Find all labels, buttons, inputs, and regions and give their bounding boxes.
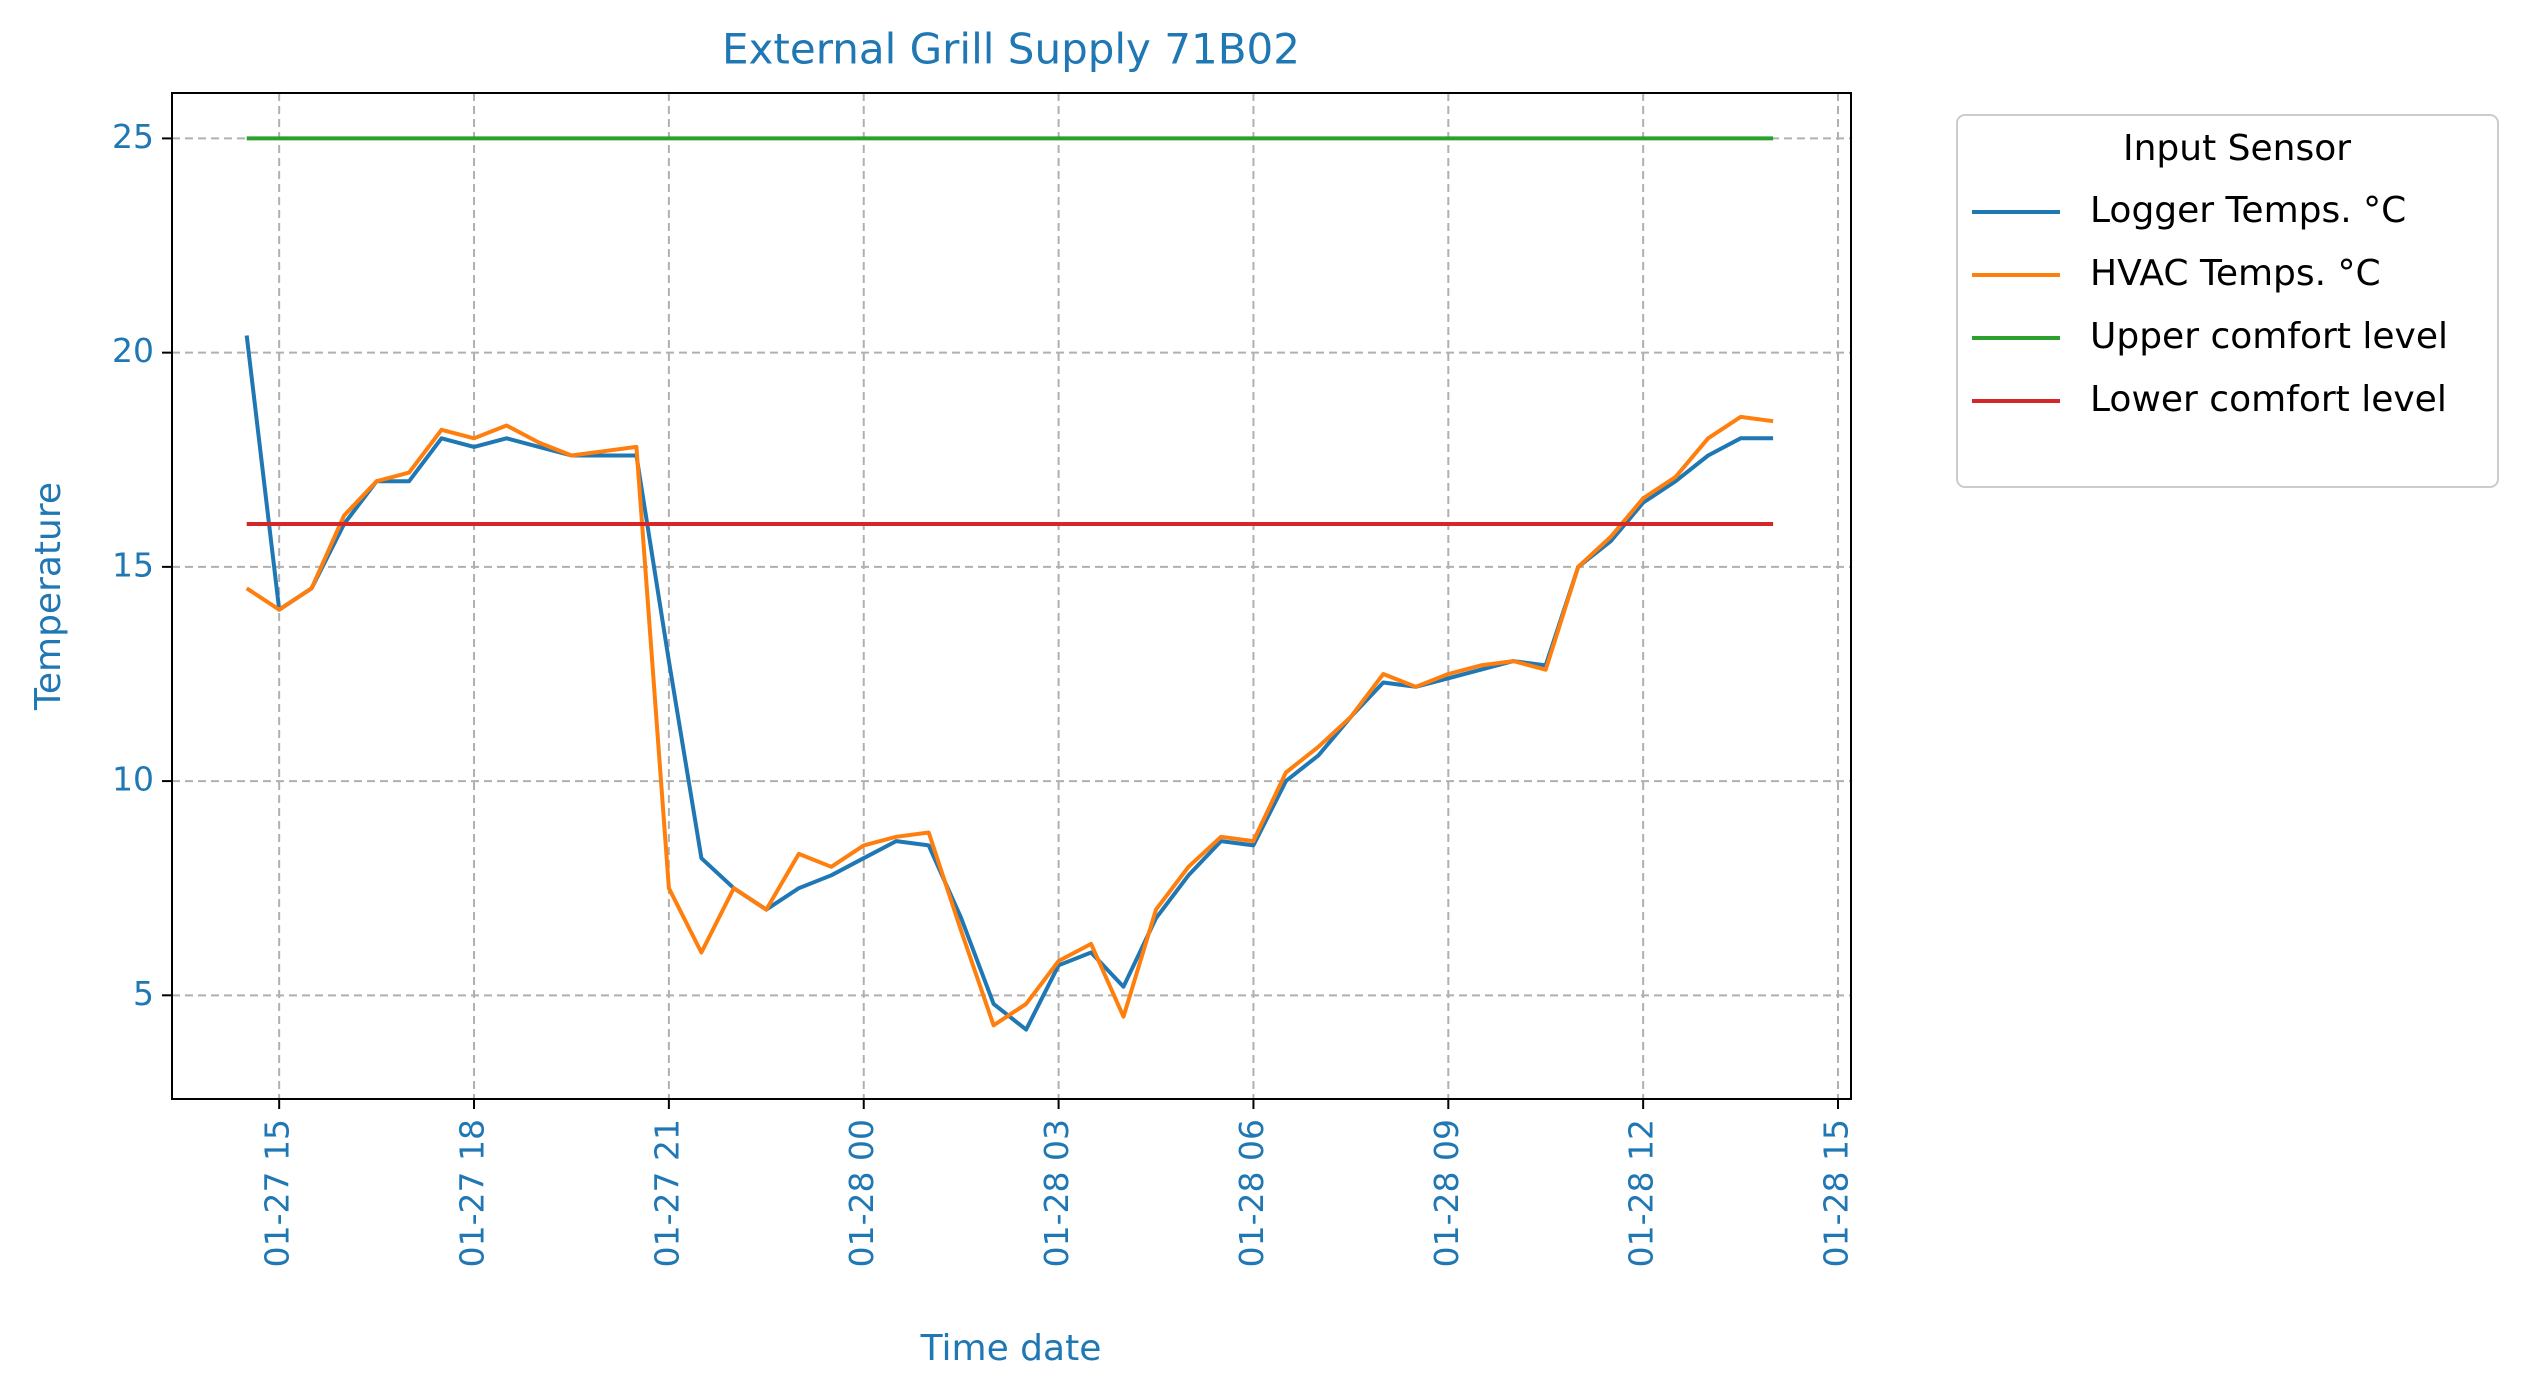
y-tick-label: 15 (112, 545, 154, 584)
x-tick-label: 01-27 18 (453, 1119, 492, 1267)
chart-title: External Grill Supply 71B02 (722, 25, 1300, 74)
x-tick-label: 01-28 06 (1232, 1119, 1271, 1267)
plot-frame (171, 92, 1852, 1100)
y-axis-label: Temperature (28, 482, 69, 711)
x-tick-label: 01-28 15 (1817, 1119, 1856, 1267)
legend-box (1956, 114, 2499, 488)
x-tick-label: 01-28 03 (1037, 1119, 1076, 1267)
y-tick-label: 5 (133, 974, 154, 1013)
legend-label: Lower comfort level (2090, 379, 2447, 420)
x-tick-label: 01-28 12 (1622, 1119, 1661, 1267)
x-tick-label: 01-27 21 (647, 1119, 686, 1267)
series-line (245, 414, 1774, 1028)
legend-title: Input Sensor (2123, 128, 2351, 169)
y-tick-label: 10 (112, 760, 154, 799)
x-axis-label: Time date (920, 1328, 1102, 1369)
legend-label: Upper comfort level (2090, 316, 2448, 357)
x-tick-label: 01-28 00 (842, 1119, 881, 1267)
y-tick-label: 20 (112, 331, 154, 370)
x-tick-label: 01-27 15 (258, 1119, 297, 1267)
y-tick-label: 25 (112, 117, 154, 156)
x-tick-label: 01-28 09 (1427, 1119, 1466, 1267)
legend-label: Logger Temps. °C (2090, 190, 2406, 231)
legend-label: HVAC Temps. °C (2090, 253, 2381, 294)
